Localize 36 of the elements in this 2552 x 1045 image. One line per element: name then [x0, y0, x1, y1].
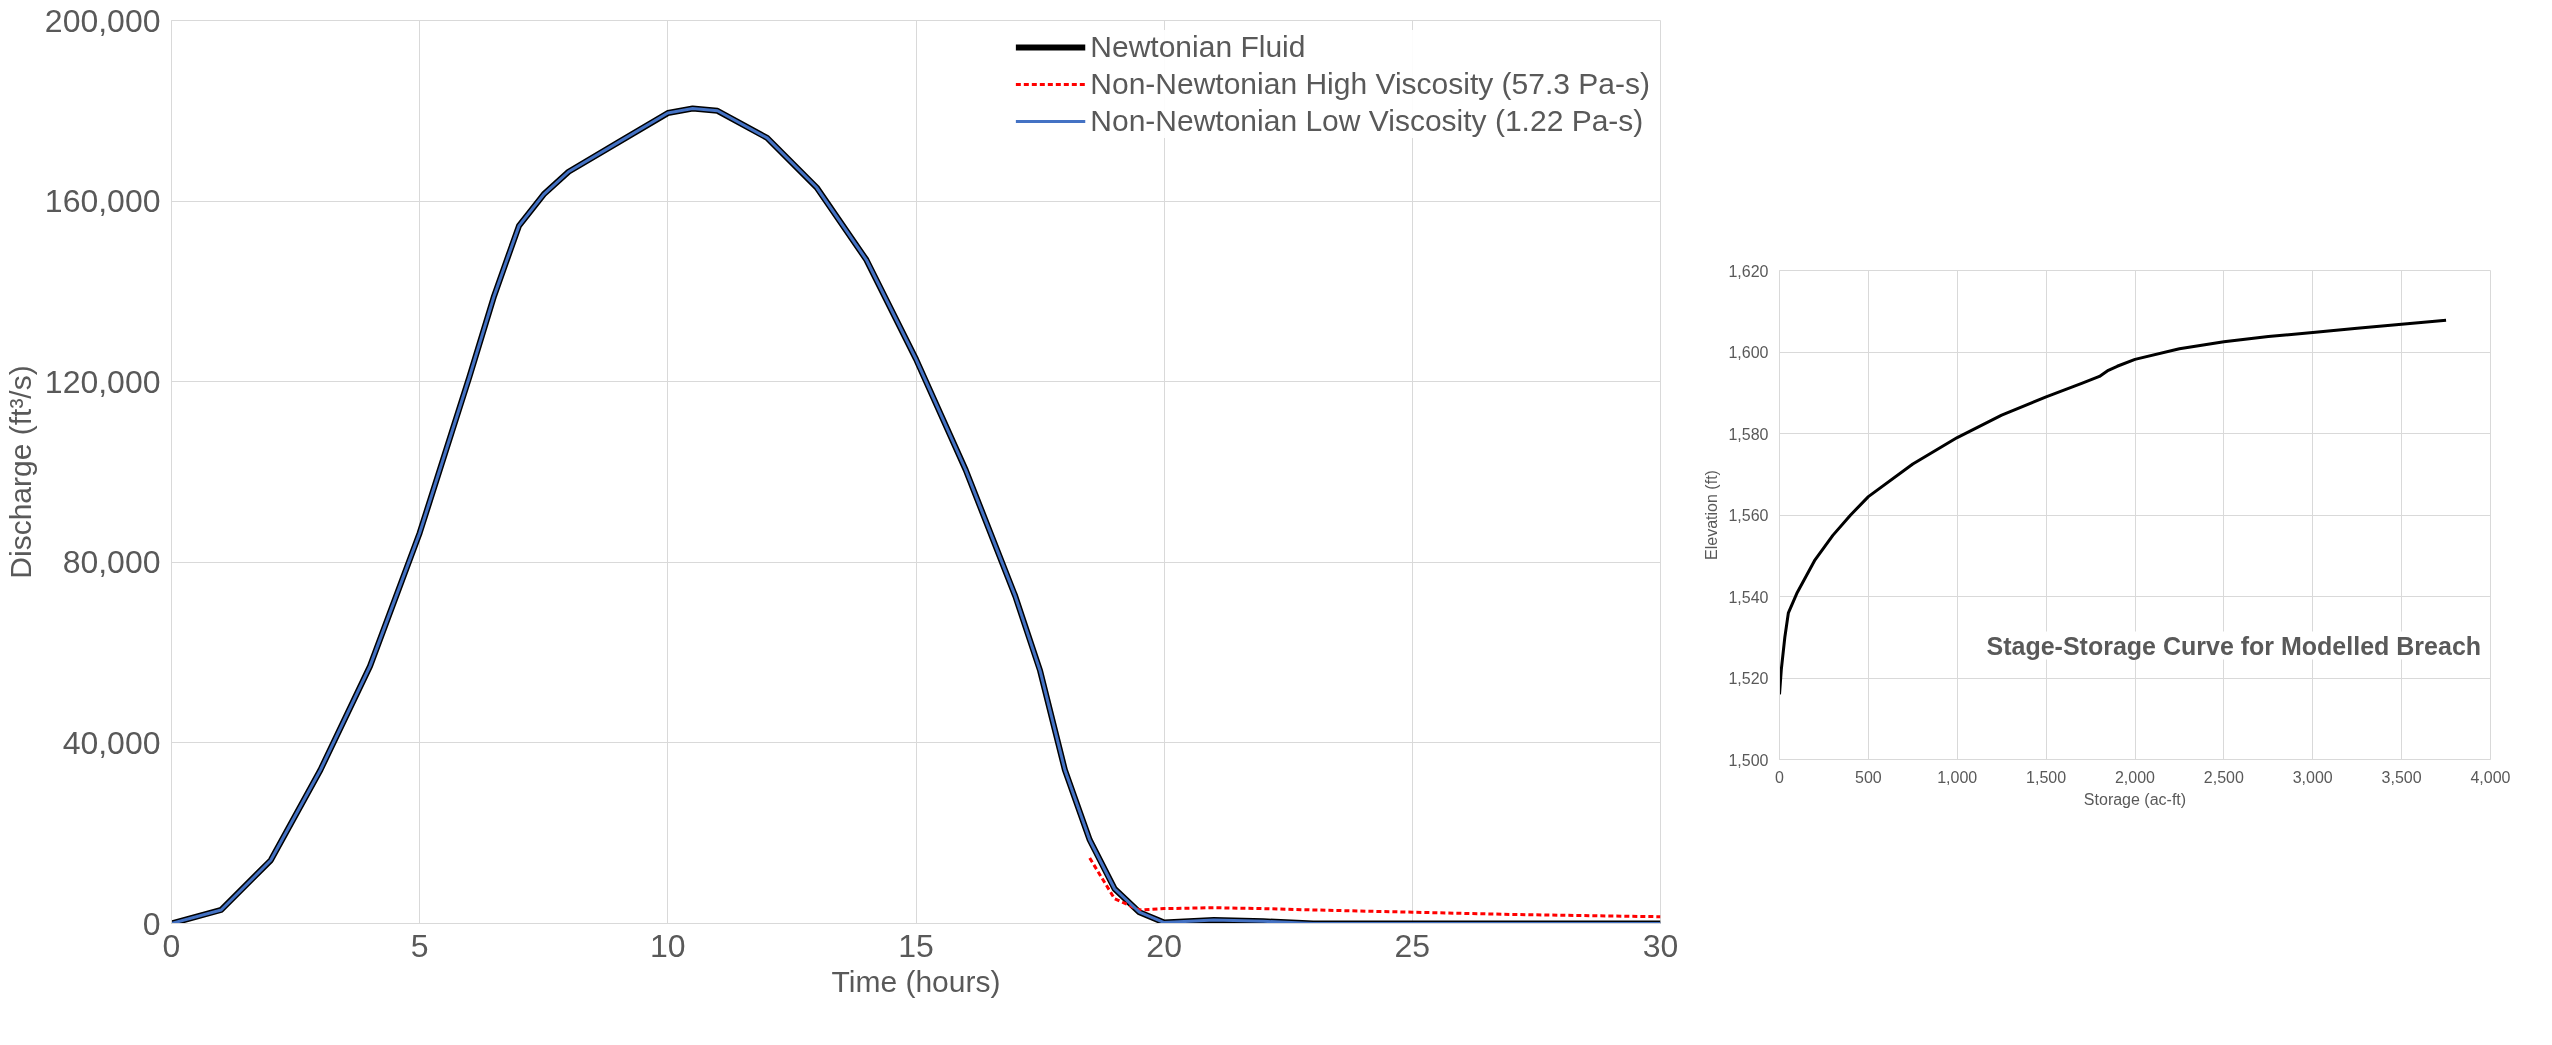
x-tick-label: 10: [650, 927, 686, 964]
y-tick-label: 1,620: [1728, 262, 1769, 280]
y-tick-label: 1,580: [1728, 425, 1769, 443]
y-tick-label: 80,000: [62, 544, 161, 581]
y-tick-label: 160,000: [44, 183, 161, 220]
x-tick-label: 15: [898, 927, 934, 964]
x-tick-label: 30: [1642, 927, 1679, 964]
x-tick-label: 25: [1394, 927, 1431, 964]
x-tick-label: 0: [1775, 768, 1785, 786]
y-tick-label: 1,520: [1728, 670, 1769, 687]
line-series: [1088, 856, 1661, 919]
y-tick-label: 1,560: [1728, 507, 1769, 524]
y-tick-label: 1,600: [1728, 344, 1769, 361]
y-tick-label: 120,000: [44, 363, 161, 400]
x-axis-title: Time (hours): [831, 964, 1001, 998]
x-tick-label: 5: [410, 927, 429, 964]
x-tick-label: 20: [1146, 927, 1182, 964]
x-tick-label: 3,000: [2292, 768, 2333, 786]
y-tick-label: 40,000: [62, 724, 161, 761]
x-tick-label: 2,500: [2203, 768, 2244, 786]
y-tick-label: 1,540: [1728, 588, 1769, 606]
x-tick-label: 4,000: [2470, 768, 2511, 786]
y-tick-label: 200,000: [44, 2, 161, 39]
x-tick-label: 2,000: [2114, 768, 2156, 786]
legend-label: Non-Newtonian Low Viscosity (1.22 Pa-s): [1090, 104, 1644, 138]
x-tick-label: 3,500: [2381, 768, 2422, 786]
x-tick-label: 1,500: [2026, 768, 2067, 786]
y-axis-title: Discharge (ft³/s): [3, 365, 37, 579]
y-axis-title: Elevation (ft): [1703, 470, 1721, 560]
annotation: Stage-Storage Curve for Modelled Breach: [1986, 631, 2482, 660]
x-tick-label: 500: [1855, 768, 1882, 786]
x-tick-label: 1,000: [1937, 768, 1978, 786]
y-tick-label: 1,500: [1728, 751, 1769, 769]
legend-label: Non-Newtonian High Viscosity (57.3 Pa-s): [1090, 67, 1650, 101]
x-axis-title: Storage (ac-ft): [2083, 790, 2187, 808]
legend-label: Newtonian Fluid: [1090, 30, 1306, 64]
